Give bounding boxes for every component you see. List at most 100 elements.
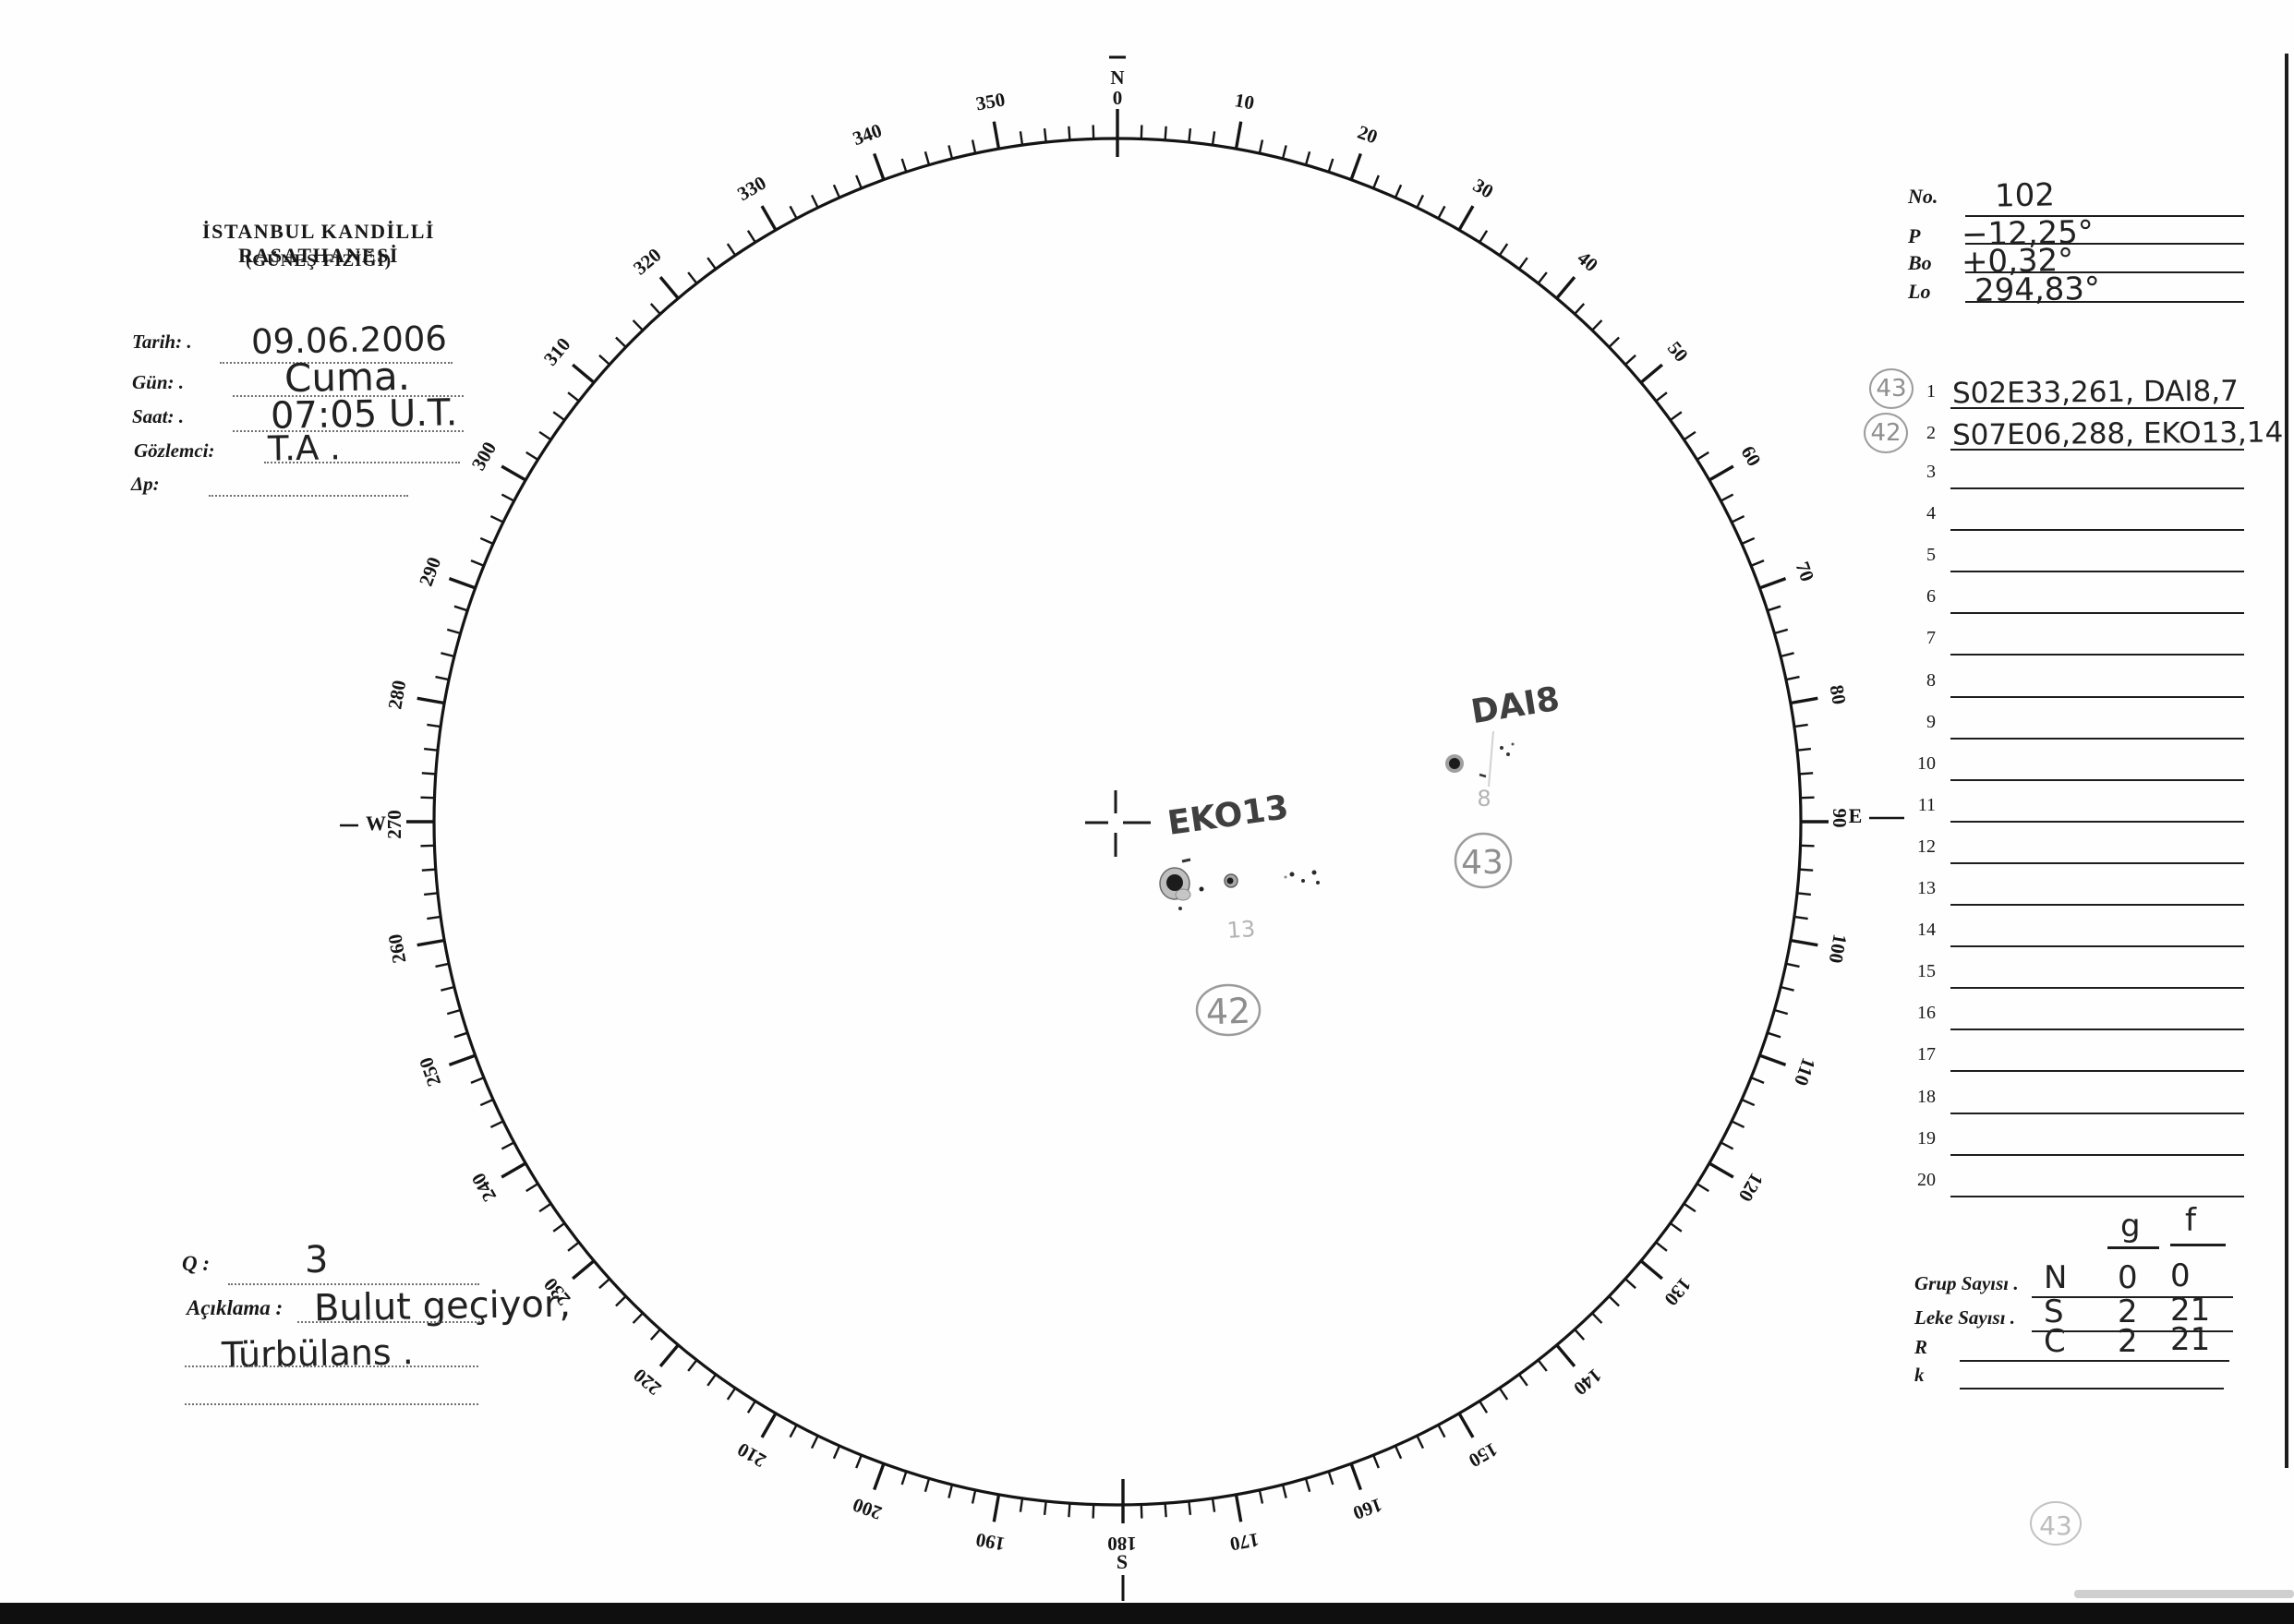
- list-row-number: 10: [1917, 752, 1936, 774]
- dial-minor-tick: [525, 451, 539, 461]
- sunspot-umbra: [1166, 874, 1183, 891]
- dial-minor-tick: [1799, 868, 1814, 872]
- pencil-streak: [1488, 730, 1494, 788]
- dial-degree-label: 250: [415, 1054, 445, 1089]
- dial-minor-tick: [726, 243, 737, 257]
- dial-minor-tick: [810, 194, 819, 209]
- dial-minor-tick: [1669, 411, 1683, 422]
- list-row-line: [1950, 1029, 2244, 1031]
- summary-row-g-value: 2: [2118, 1293, 2138, 1330]
- list-row-entry: S07E06,288, EKO13,14: [1951, 415, 2284, 452]
- dial-minor-tick: [1608, 336, 1620, 348]
- dial-north-letter: N: [1110, 66, 1124, 89]
- dial-minor-tick: [598, 354, 610, 366]
- list-row-line: [1950, 904, 2244, 906]
- dial-minor-tick: [948, 1484, 954, 1498]
- dial-minor-tick: [479, 536, 494, 546]
- dial-major-tick: [658, 1343, 680, 1367]
- ephemeris-line: [1965, 243, 2244, 245]
- dial-minor-tick: [1767, 1031, 1781, 1039]
- summary-row-f-value: 21: [2170, 1321, 2211, 1358]
- dial-major-tick: [873, 152, 886, 181]
- dial-minor-tick: [1437, 205, 1446, 220]
- scan-smudge: [2074, 1590, 2294, 1598]
- dial-minor-tick: [1498, 1387, 1509, 1401]
- dial-minor-tick: [706, 257, 718, 271]
- dial-degree-label: 50: [1663, 337, 1693, 367]
- dial-major-tick: [1758, 577, 1787, 590]
- sunspot-pore: [1479, 773, 1487, 778]
- list-row-line: [1950, 737, 2244, 740]
- dial-minor-tick: [427, 723, 441, 728]
- observatory-subtitle: (GÜNEŞ FİZİĞİ): [245, 251, 392, 271]
- sunspot-pore: [1311, 870, 1317, 875]
- dial-minor-tick: [1696, 1183, 1709, 1193]
- dial-minor-tick: [1720, 493, 1734, 502]
- dial-minor-tick: [1796, 747, 1811, 752]
- dial-minor-tick: [1731, 1120, 1745, 1129]
- dial-minor-tick: [598, 1278, 610, 1290]
- dial-minor-tick: [1655, 1241, 1668, 1252]
- dial-minor-tick: [1750, 1077, 1765, 1084]
- summary-row-line: [1960, 1388, 2224, 1389]
- dial-minor-tick: [1800, 796, 1815, 800]
- dial-north-degree: 0: [1113, 87, 1123, 109]
- dial-minor-tick: [1591, 1312, 1603, 1324]
- dial-minor-tick: [441, 652, 455, 658]
- sunspot-pore: [1511, 742, 1515, 746]
- list-row-line: [1950, 861, 2244, 864]
- dial-minor-tick: [1767, 605, 1781, 612]
- dial-south-degree: 180: [1107, 1533, 1137, 1555]
- dial-minor-tick: [421, 868, 436, 872]
- list-row-number: 7: [1926, 628, 1936, 649]
- dial-major-tick: [1349, 1462, 1362, 1491]
- dial-minor-tick: [687, 1359, 698, 1372]
- remarks-dotted-line-1: [297, 1321, 480, 1323]
- list-row-number: 2: [1926, 423, 1936, 443]
- dial-minor-tick: [1498, 243, 1509, 257]
- dial-major-tick: [1555, 276, 1576, 300]
- dial-degree-label: 310: [539, 333, 575, 370]
- summary-row-g-value: 2: [2118, 1323, 2138, 1360]
- solar-disk-circle: [432, 137, 1803, 1507]
- dial-minor-tick: [746, 1400, 756, 1413]
- sunspot-penumbra: [1175, 888, 1191, 901]
- obs-field-dotted-line: [220, 362, 453, 364]
- dial-minor-tick: [1517, 1373, 1528, 1387]
- list-row-number: 1: [1926, 381, 1936, 402]
- dial-minor-tick: [649, 1329, 661, 1341]
- list-row-circled-number-text: 43: [1876, 375, 1907, 403]
- dial-minor-tick: [1741, 536, 1756, 546]
- dial-minor-tick: [1304, 150, 1311, 165]
- dial-minor-tick: [1574, 1329, 1586, 1341]
- dial-minor-tick: [1394, 1445, 1403, 1460]
- sunspot-pore: [1301, 879, 1305, 883]
- dial-major-tick: [501, 1161, 526, 1179]
- dial-east-degree: 90: [1829, 809, 1851, 828]
- dial-major-tick: [1790, 938, 1818, 947]
- dial-minor-tick: [470, 1077, 485, 1084]
- dial-degree-label: 10: [1233, 89, 1256, 114]
- dial-major-tick: [1457, 205, 1475, 231]
- dial-minor-tick: [948, 145, 954, 160]
- dial-minor-tick: [1416, 1435, 1425, 1450]
- dial-minor-tick: [726, 1387, 737, 1401]
- dial-degree-label: 200: [850, 1494, 885, 1524]
- dial-major-tick: [572, 1259, 596, 1281]
- obs-field-dotted-line: [209, 495, 408, 497]
- dial-degree-label: 350: [974, 88, 1007, 114]
- summary-col-header-g: g: [2120, 1208, 2141, 1245]
- dial-minor-tick: [1092, 1504, 1095, 1519]
- dial-major-tick: [501, 464, 526, 482]
- dial-degree-label: 330: [733, 172, 769, 206]
- list-row-line: [1950, 612, 2244, 615]
- list-row-line: [1950, 820, 2244, 823]
- list-row-number: 4: [1926, 503, 1936, 524]
- dial-minor-tick: [420, 844, 435, 848]
- dial-west-degree: 270: [383, 810, 405, 839]
- dial-major-tick: [448, 1053, 477, 1066]
- summary-row-label: R: [1914, 1336, 1928, 1358]
- dial-minor-tick: [453, 1031, 468, 1039]
- sunspot-pore: [1284, 875, 1287, 879]
